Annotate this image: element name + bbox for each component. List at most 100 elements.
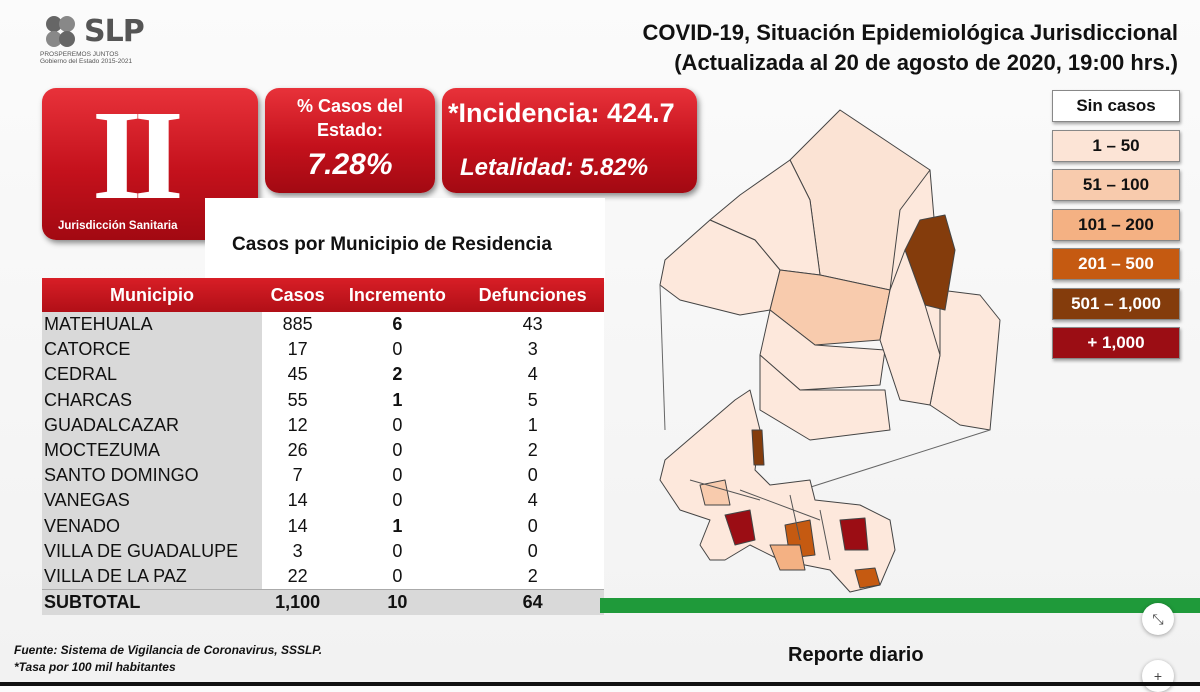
municipio-cell: VILLA DE GUADALUPE [42,538,262,564]
incremento-cell: 0 [333,463,462,489]
plus-icon[interactable]: + [1142,660,1174,692]
casos-cell: 885 [262,312,334,338]
table-row: VILLA DE GUADALUPE 3 0 0 [42,538,604,564]
casos-cell: 14 [262,513,334,539]
table-row: MOCTEZUMA 26 0 2 [42,437,604,464]
incidencia-text: *Incidencia: 424.7 [448,98,675,128]
source-note: Fuente: Sistema de Vigilancia de Coronav… [14,642,322,676]
casos-cell: 17 [262,337,334,363]
casos-cell: 55 [262,387,334,413]
incremento-cell: 1 [333,513,462,539]
defunciones-cell: 0 [461,463,604,489]
subtotal-value: 64 [461,589,604,616]
letalidad-text: Letalidad: 5.82% [460,154,649,181]
logo-tagline: PROSPEREMOS JUNTOS Gobierno del Estado 2… [40,51,133,65]
map-state-region-6 [699,479,731,506]
table-header-row: Municipio Casos Incremento Defunciones [42,278,604,312]
source-line: Fuente: Sistema de Vigilancia de Coronav… [14,643,323,657]
defunciones-cell: 1 [461,412,604,438]
jurisdiccion-map [659,109,1001,593]
municipio-cell: SANTO DOMINGO [42,463,262,489]
header-casos: Casos [262,278,334,312]
slp-logo: SLP PROSPEREMOS JUNTOS Gobierno del Esta… [40,14,150,65]
defunciones-cell: 5 [461,387,604,413]
table-row: CHARCAS 55 1 5 [42,387,604,413]
incremento-cell: 0 [333,538,462,564]
table-row: SANTO DOMINGO 7 0 0 [42,463,604,489]
green-divider [600,598,1200,613]
legend-item: Sin casos [1052,90,1180,122]
map-region-vanegas [879,249,941,406]
municipio-cell: CHARCAS [42,387,262,413]
casos-cell: 7 [262,463,334,489]
casos-cell: 12 [262,412,334,438]
map-legend: Sin casos 1 – 50 51 – 100 101 – 200 201 – 50… [1052,90,1182,367]
table-row: CEDRAL 45 2 4 [42,362,604,388]
subtotal-row: SUBTOTAL 1,100 10 64 [42,589,604,616]
pct-casos-label: % Casos del Estado: [296,96,404,140]
defunciones-cell: 4 [461,362,604,388]
map-state-matehuala [751,429,765,466]
map-region-west [659,219,781,316]
municipio-cell: VENADO [42,513,262,539]
municipio-cell: MATEHUALA [42,312,262,338]
reporte-diario-label: Reporte diario [788,644,924,666]
page-title: COVID-19, Situación Epidemiológica Juris… [643,18,1178,78]
defunciones-cell: 2 [461,437,604,464]
legend-item: 201 – 500 [1052,248,1180,280]
table-backdrop [205,198,605,282]
casos-cell: 14 [262,488,334,514]
incremento-cell: 1 [333,387,462,413]
subtotal-value: 10 [333,589,462,616]
pct-casos-card: % Casos del Estado: 7.28% [265,88,435,193]
incremento-cell: 0 [333,437,462,464]
defunciones-cell: 3 [461,337,604,363]
map-region-moctezuma [759,354,891,441]
title-line-2: (Actualizada al 20 de agosto de 2020, 19… [674,50,1178,75]
incremento-cell: 0 [333,563,462,590]
incremento-cell: 6 [333,312,462,338]
table-row: MATEHUALA 885 6 43 [42,312,604,338]
table-row: VILLA DE LA PAZ 22 0 2 [42,563,604,590]
map-state-outline [659,389,896,593]
table-row: GUADALCAZAR 12 0 1 [42,412,604,438]
incremento-cell: 0 [333,412,462,438]
legend-item: 101 – 200 [1052,208,1180,241]
table-row: VENADO 14 1 0 [42,513,604,539]
map-state-region-3 [839,517,869,551]
pct-casos-value: 7.28% [307,148,393,181]
subtotal-label: SUBTOTAL [42,589,262,616]
header-incremento: Incremento [333,278,462,312]
legend-item: 51 – 100 [1052,169,1180,201]
municipio-cell: VANEGAS [42,488,262,514]
table-subtitle: Casos por Municipio de Residencia [232,234,552,255]
incremento-cell: 2 [333,362,462,388]
map-state-region-5 [769,544,806,571]
subtotal-value: 1,100 [262,589,334,616]
casos-cell: 22 [262,563,334,590]
casos-cell: 45 [262,362,334,388]
jurisdiccion-numeral: II [92,84,184,226]
incidencia-card: *Incidencia: 424.7 Letalidad: 5.82% [442,88,697,193]
header-municipio: Municipio [42,278,262,312]
municipio-cell: MOCTEZUMA [42,437,262,464]
defunciones-cell: 0 [461,538,604,564]
incremento-cell: 0 [333,337,462,363]
legend-item: 501 – 1,000 [1052,287,1180,320]
jurisdiccion-label: Jurisdicción Sanitaria [58,220,178,232]
bottom-border [0,682,1200,686]
municipio-cell: CATORCE [42,337,262,363]
map-state-region-1 [724,509,756,546]
defunciones-cell: 4 [461,488,604,514]
slp-logo-icon [46,16,75,47]
defunciones-cell: 2 [461,563,604,590]
logo-text: SLP [84,14,145,49]
table-row: CATORCE 17 0 3 [42,337,604,363]
municipio-cell: VILLA DE LA PAZ [42,563,262,590]
legend-item: + 1,000 [1052,327,1180,359]
shrink-icon[interactable]: ⤡ [1142,603,1174,635]
casos-cell: 26 [262,437,334,464]
tasa-note: *Tasa por 100 mil habitantes [14,660,176,674]
header-defunciones: Defunciones [461,278,604,312]
title-line-1: COVID-19, Situación Epidemiológica Juris… [642,20,1178,45]
